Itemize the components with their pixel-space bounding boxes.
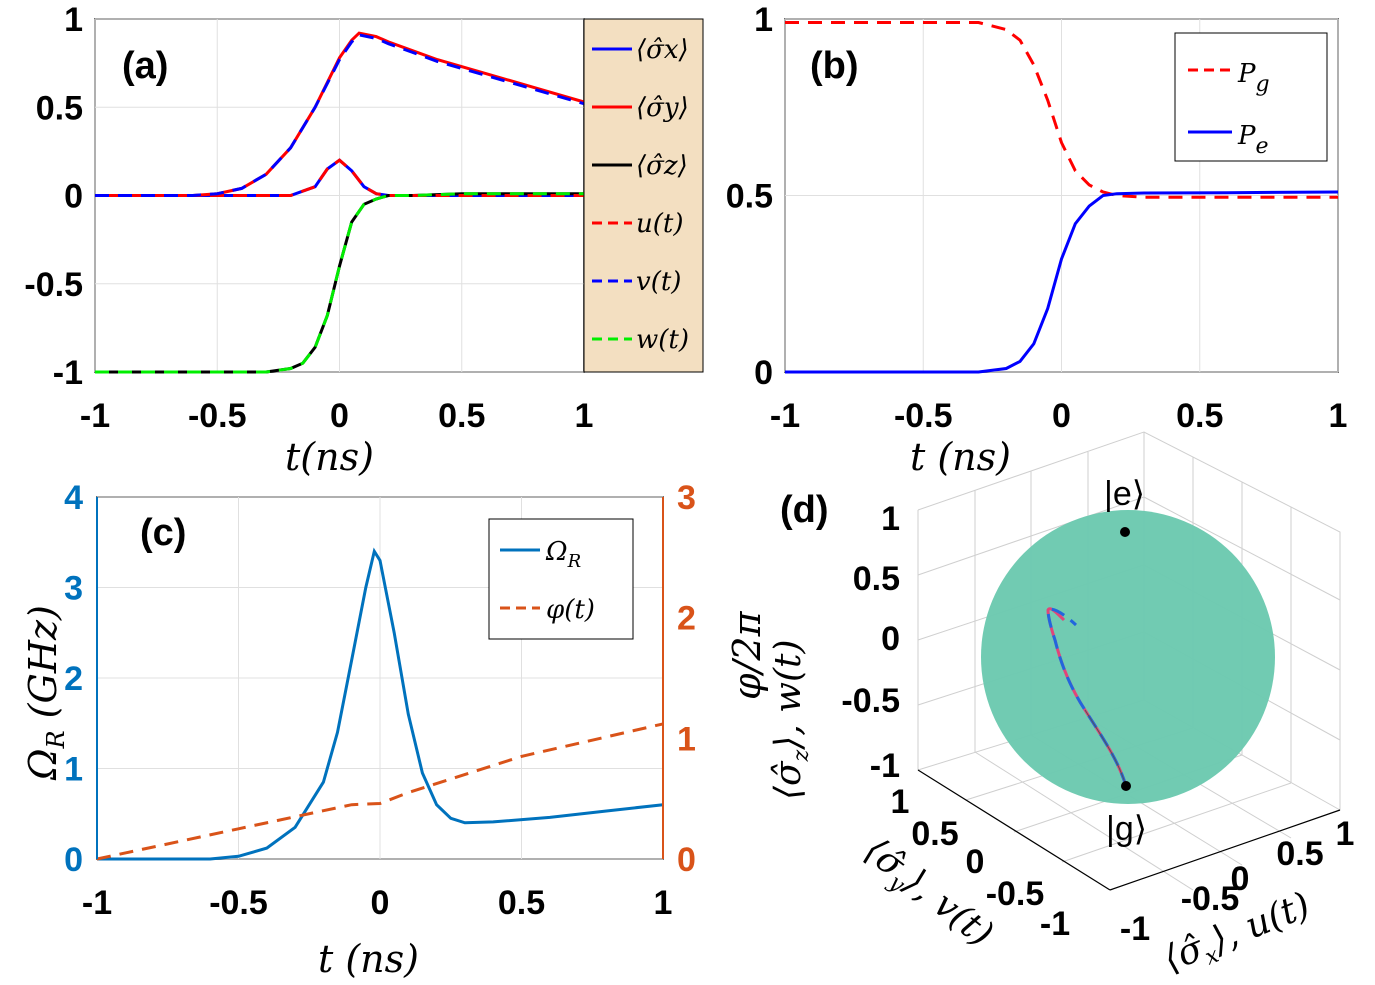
y-tick-label: 0 xyxy=(966,843,985,881)
pole-g-label: |g⟩ xyxy=(1106,810,1147,848)
x-tick-label: 0 xyxy=(1231,860,1250,898)
y-tick-label-left: 1 xyxy=(64,751,83,789)
bloch-sphere xyxy=(981,510,1275,804)
panel-a: -1 -0.5 0 0.5 1 10.50-0.5-1 (a) t(ns) ⟨σ̂x⟩⟨… xyxy=(24,1,704,479)
series-line-4 xyxy=(95,33,585,197)
panel-c-ylabel-right: φ/2π xyxy=(725,610,769,700)
panel-d-axes xyxy=(917,769,1341,891)
z-tick-label: -0.5 xyxy=(841,682,900,720)
series-line-0 xyxy=(97,547,664,861)
pole-e-point xyxy=(1120,527,1130,537)
panel-b-label: (b) xyxy=(810,45,859,87)
x-tick-label: 1 xyxy=(654,884,673,922)
y-tick-label-left: 2 xyxy=(64,660,83,698)
y-tick-label: -1 xyxy=(53,354,83,392)
legend-entry-5: w(t) xyxy=(636,325,689,355)
legend-entry-0: ΩR xyxy=(545,537,581,572)
series-line-1 xyxy=(96,722,664,861)
y-tick-label-right: 0 xyxy=(677,841,696,879)
x-tick-label: 0 xyxy=(371,884,390,922)
y-tick-label: 0.5 xyxy=(726,178,773,216)
panel-d-zlabel: ⟨σ̂z⟩, w(t) xyxy=(768,639,814,800)
y-tick-label: 1 xyxy=(891,783,910,821)
x-tick-label: 0.5 xyxy=(1176,397,1223,435)
panel-c-ylabel-left: ΩR (GHz) xyxy=(21,605,70,781)
y-tick-label: 1 xyxy=(754,1,773,39)
legend-entry-main: P xyxy=(1237,121,1256,151)
z-tick-label: 0 xyxy=(881,620,900,658)
panel-d: |e⟩ |g⟩ (d) 10.50-0.5-1 10.50-0.5-1 -1-0… xyxy=(768,431,1355,985)
y-tick-label: 0.5 xyxy=(911,815,958,853)
x-tick-label: 0.5 xyxy=(498,884,545,922)
panel-b-xlabel: t (ns) xyxy=(910,435,1011,479)
x-tick-label: 0 xyxy=(1052,397,1071,435)
x-tick-label: 0 xyxy=(330,397,349,435)
y-tick-label-right: 3 xyxy=(677,479,696,517)
y-tick-label: -1 xyxy=(1040,905,1070,943)
x-tick-label: -1 xyxy=(770,397,800,435)
trajectory-black xyxy=(1084,709,1127,787)
x-tick-label: 1 xyxy=(1329,397,1348,435)
legend-entry-main: P xyxy=(1237,59,1256,89)
series-line-5 xyxy=(95,192,584,374)
x-tick-label: -0.5 xyxy=(1181,880,1240,918)
z-tick-label: -1 xyxy=(870,747,900,785)
panel-a-label: (a) xyxy=(122,45,168,87)
series-line-3 xyxy=(95,158,584,197)
y-tick-label-right: 2 xyxy=(677,600,696,638)
legend-entry-sub: R xyxy=(567,551,582,572)
pole-g-point xyxy=(1121,781,1131,791)
y-tick-label: 0 xyxy=(754,354,773,392)
x-tick-label: -0.5 xyxy=(209,884,268,922)
panel-d-label: (d) xyxy=(780,489,829,531)
legend-entry-2: ⟨σ̂z⟩ xyxy=(636,151,688,181)
y-tick-label: -0.5 xyxy=(986,875,1045,913)
y-tick-label: 1 xyxy=(64,1,83,39)
legend-entry-sub: e xyxy=(1256,134,1269,159)
legend-entry-0: ⟨σ̂x⟩ xyxy=(636,35,689,65)
panel-c-xlabel: t (ns) xyxy=(318,937,419,981)
y-tick-label-left: 3 xyxy=(64,570,83,608)
x-tick-label: 1 xyxy=(575,397,594,435)
x-tick-label: 0.5 xyxy=(1276,835,1323,873)
x-tick-label: 1 xyxy=(1336,815,1355,853)
panel-c-legend: ΩRφ(t) xyxy=(488,518,634,640)
x-tick-label: -1 xyxy=(80,397,110,435)
legend-entry-main: Ω xyxy=(545,537,568,567)
panel-a-legend: ⟨σ̂x⟩ ⟨σ̂y⟩ ⟨σ̂z⟩ u(t) v(t) w(t) xyxy=(583,18,704,373)
x-tick-label: -0.5 xyxy=(894,397,953,435)
y-tick-label: -0.5 xyxy=(24,266,83,304)
legend-entry-4: v(t) xyxy=(636,267,681,297)
y-tick-label-left: 0 xyxy=(64,841,83,879)
x-tick-label: -0.5 xyxy=(188,397,247,435)
y-tick-label: 0 xyxy=(64,178,83,216)
x-tick-label: -1 xyxy=(82,884,112,922)
pole-e-label: |e⟩ xyxy=(1104,475,1145,513)
y-tick-label: 0.5 xyxy=(36,89,83,127)
legend-entry-1: ⟨σ̂y⟩ xyxy=(636,93,689,123)
legend-entry-1: Pe xyxy=(1237,121,1269,159)
panel-a-xlabel: t(ns) xyxy=(285,435,374,479)
x-tick-label: 0.5 xyxy=(438,397,485,435)
series-line-1 xyxy=(785,190,1339,374)
z-tick-label: 0.5 xyxy=(853,560,900,598)
legend-entry-sub: g xyxy=(1256,72,1270,97)
legend-entry-1: φ(t) xyxy=(546,595,595,625)
legend-entry-0: Pg xyxy=(1237,59,1270,97)
z-tick-label: 1 xyxy=(881,500,900,538)
y-tick-label-right: 1 xyxy=(677,720,696,758)
y-tick-label-left: 4 xyxy=(64,479,83,517)
legend-entry-3: u(t) xyxy=(636,209,683,239)
panel-c-label: (c) xyxy=(140,512,186,554)
x-tick-label: -1 xyxy=(1120,910,1150,948)
